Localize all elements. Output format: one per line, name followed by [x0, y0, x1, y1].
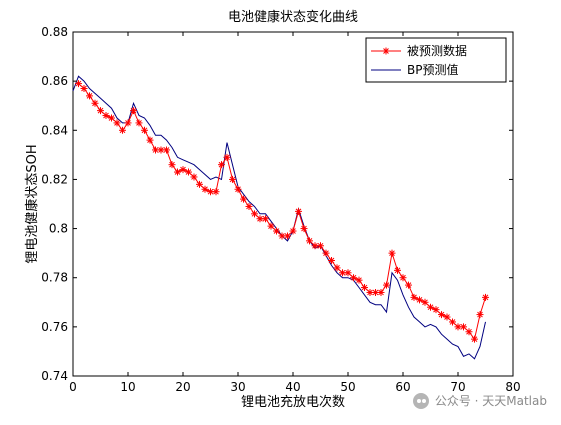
data-point-predicted: [295, 208, 302, 215]
data-point-predicted: [482, 294, 489, 301]
y-tick-label: 0.82: [41, 172, 68, 186]
data-point-predicted: [125, 119, 132, 126]
data-point-predicted: [130, 107, 137, 114]
y-tick-label: 0.88: [41, 25, 68, 39]
data-point-predicted: [213, 188, 220, 195]
legend-label-predicted: 被预测数据: [407, 43, 467, 58]
data-point-predicted: [400, 274, 407, 281]
data-point-predicted: [383, 282, 390, 289]
data-point-predicted: [81, 85, 88, 92]
data-point-predicted: [141, 127, 148, 134]
y-tick-label: 0.84: [41, 123, 68, 137]
watermark: 公众号 · 天天Matlab: [413, 392, 547, 409]
legend: 被预测数据 BP预测值: [366, 38, 506, 82]
data-point-predicted: [477, 311, 484, 318]
data-point-predicted: [251, 210, 258, 217]
data-point-predicted: [301, 225, 308, 232]
x-tick-label: 30: [230, 380, 245, 394]
legend-asterisk: [383, 48, 390, 55]
y-axis-label: 锂电池健康状态SOH: [24, 144, 40, 263]
chart-title: 电池健康状态变化曲线: [228, 9, 358, 25]
data-point-predicted: [449, 318, 456, 325]
data-point-predicted: [92, 100, 99, 107]
x-tick-label: 0: [69, 380, 77, 394]
y-tick-label: 0.78: [41, 271, 68, 285]
data-point-predicted: [389, 250, 396, 257]
data-point-predicted: [97, 107, 104, 114]
data-point-predicted: [378, 289, 385, 296]
y-tick-label: 0.74: [41, 369, 68, 383]
data-point-predicted: [471, 336, 478, 343]
data-point-predicted: [196, 181, 203, 188]
legend-label-bp: BP预测值: [407, 62, 458, 77]
wechat-icon: [413, 393, 429, 409]
data-point-predicted: [268, 223, 275, 230]
x-tick-label: 10: [120, 380, 135, 394]
data-point-predicted: [444, 314, 451, 321]
data-point-predicted: [136, 119, 143, 126]
x-tick-label: 20: [175, 380, 190, 394]
data-point-predicted: [114, 119, 121, 126]
watermark-text: 公众号 · 天天Matlab: [435, 392, 547, 409]
data-point-predicted: [290, 228, 297, 235]
x-axis-label: 锂电池充放电次数: [241, 394, 345, 410]
data-point-predicted: [405, 282, 412, 289]
x-tick-label: 50: [340, 380, 355, 394]
x-tick-label: 40: [285, 380, 300, 394]
data-point-predicted: [284, 232, 291, 239]
data-point-predicted: [108, 115, 115, 122]
data-point-predicted: [306, 237, 313, 244]
data-point-predicted: [185, 169, 192, 176]
data-point-predicted: [229, 176, 236, 183]
data-point-predicted: [147, 137, 154, 144]
data-point-predicted: [361, 284, 368, 291]
data-point-predicted: [86, 92, 93, 99]
data-point-predicted: [224, 154, 231, 161]
legend-marker-predicted: [383, 48, 390, 55]
data-point-predicted: [119, 127, 126, 134]
data-point-predicted: [466, 328, 473, 335]
data-point-predicted: [323, 250, 330, 257]
data-point-predicted: [422, 299, 429, 306]
y-tick-label: 0.86: [41, 74, 68, 88]
data-point-predicted: [345, 269, 352, 276]
data-point-predicted: [240, 196, 247, 203]
data-point-predicted: [262, 215, 269, 222]
data-point-predicted: [460, 323, 467, 330]
data-point-predicted: [218, 161, 225, 168]
data-point-predicted: [317, 242, 324, 249]
x-tick-label: 60: [395, 380, 410, 394]
data-point-predicted: [394, 267, 401, 274]
data-point-predicted: [235, 186, 242, 193]
plot-area: [73, 32, 513, 376]
data-point-predicted: [433, 306, 440, 313]
data-point-predicted: [334, 264, 341, 271]
data-point-predicted: [191, 173, 198, 180]
data-point-predicted: [356, 277, 363, 284]
data-point-predicted: [169, 161, 176, 168]
data-point-predicted: [163, 146, 170, 153]
data-point-predicted: [273, 228, 280, 235]
data-point-predicted: [246, 203, 253, 210]
data-point-predicted: [328, 257, 335, 264]
y-tick-label: 0.8: [49, 222, 68, 236]
y-tick-label: 0.76: [41, 320, 68, 334]
